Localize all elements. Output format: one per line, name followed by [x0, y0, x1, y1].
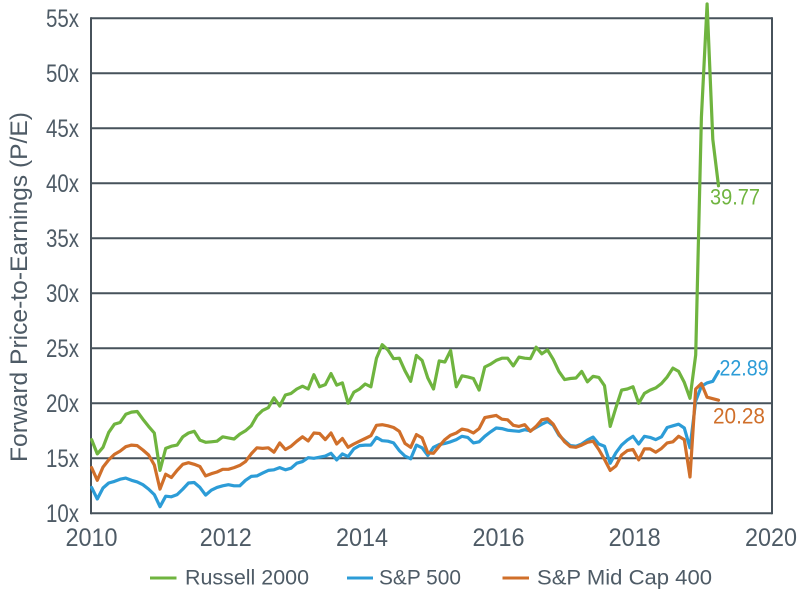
svg-text:2016: 2016	[473, 524, 525, 552]
svg-text:39.77: 39.77	[710, 185, 760, 210]
svg-text:2020: 2020	[745, 524, 797, 552]
svg-text:30x: 30x	[46, 280, 79, 308]
svg-text:S&P 500: S&P 500	[379, 567, 461, 590]
svg-text:20x: 20x	[46, 390, 79, 418]
svg-text:2010: 2010	[66, 524, 118, 552]
svg-text:Forward Price-to-Earnings (P/E: Forward Price-to-Earnings (P/E)	[6, 112, 33, 462]
svg-text:Russell 2000: Russell 2000	[185, 567, 309, 590]
svg-text:2014: 2014	[336, 524, 388, 552]
svg-text:55x: 55x	[46, 5, 79, 33]
svg-text:10x: 10x	[46, 500, 79, 528]
svg-text:2018: 2018	[609, 524, 661, 552]
svg-text:22.89: 22.89	[720, 356, 769, 381]
svg-text:20.28: 20.28	[713, 404, 765, 429]
svg-text:15x: 15x	[46, 445, 79, 473]
svg-text:40x: 40x	[46, 170, 79, 198]
svg-text:25x: 25x	[46, 335, 79, 363]
svg-text:2012: 2012	[200, 524, 252, 552]
svg-text:35x: 35x	[46, 225, 79, 253]
svg-text:S&P Mid Cap 400: S&P Mid Cap 400	[537, 567, 712, 590]
svg-text:45x: 45x	[46, 115, 79, 143]
svg-text:50x: 50x	[46, 60, 79, 88]
